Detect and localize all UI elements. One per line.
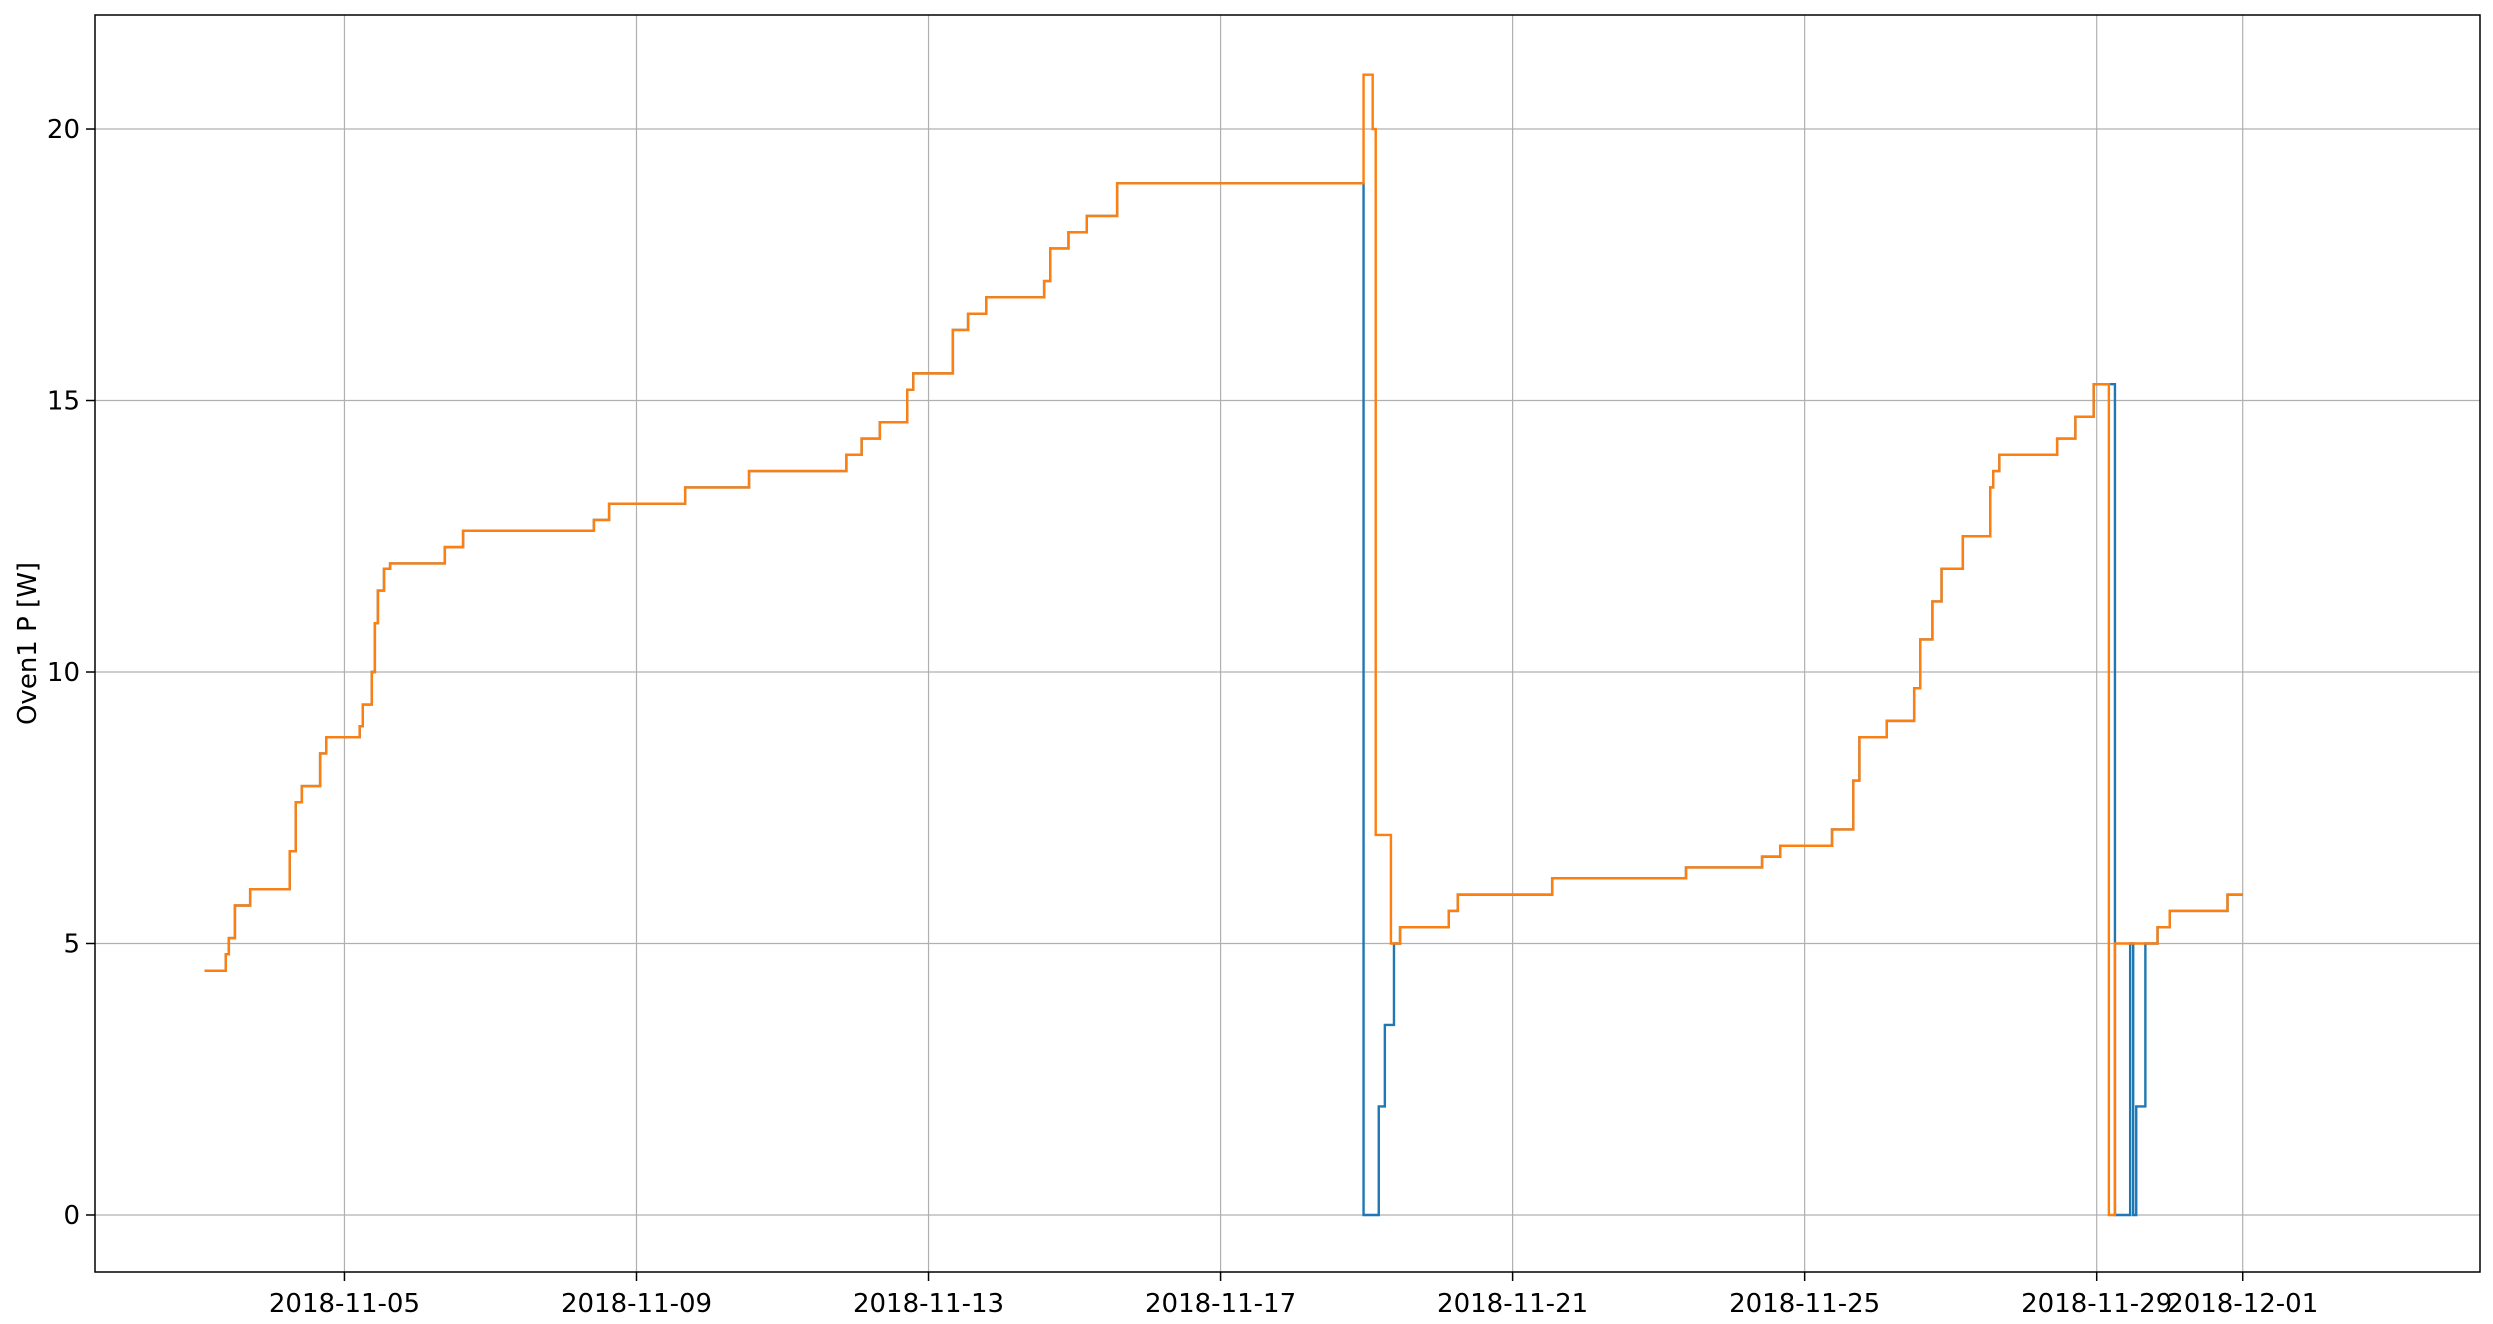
y-tick-label: 10: [47, 658, 80, 688]
x-tick-label: 2018-11-17: [1145, 1289, 1296, 1319]
y-tick-label: 0: [63, 1201, 80, 1231]
x-tick-label: 2018-11-21: [1437, 1289, 1588, 1319]
x-tick-label: 2018-11-09: [561, 1289, 712, 1319]
x-tick-label: 2018-11-29: [2021, 1289, 2172, 1319]
ticks: 2018-11-05 2018-11-09 2018-11-13 2018-11-17…: [47, 115, 2318, 1319]
x-tick-label: 2018-11-25: [1729, 1289, 1880, 1319]
y-tick-label: 20: [47, 115, 80, 145]
x-tick-label: 2018-11-13: [853, 1289, 1004, 1319]
x-tick-label: 2018-12-01: [2167, 1289, 2318, 1319]
x-tick-label: 2018-11-05: [269, 1289, 420, 1319]
series-line-2: [204, 73, 2243, 1217]
series-layer: [204, 73, 2243, 1217]
y-axis-label: Oven1 P [W]: [13, 562, 43, 725]
y-tick-label: 5: [63, 929, 80, 959]
y-tick-label: 15: [47, 387, 80, 417]
plot-frame: [94, 14, 2481, 1273]
grid: [95, 15, 2480, 1272]
